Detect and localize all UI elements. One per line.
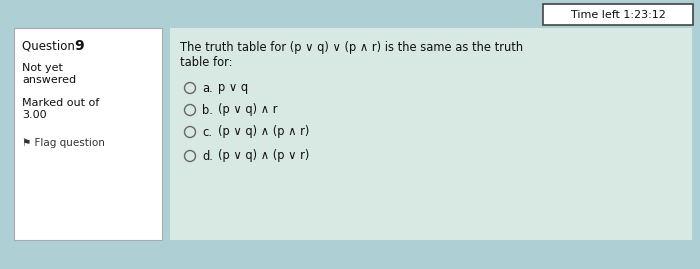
Text: 3.00: 3.00 [22, 110, 47, 120]
Text: Question: Question [22, 40, 78, 52]
FancyBboxPatch shape [170, 28, 692, 240]
Text: (p ∨ q) ∧ (p ∨ r): (p ∨ q) ∧ (p ∨ r) [218, 150, 309, 162]
Text: (p ∨ q) ∧ (p ∧ r): (p ∨ q) ∧ (p ∧ r) [218, 126, 309, 139]
Text: a.: a. [202, 82, 213, 94]
Text: answered: answered [22, 75, 76, 85]
Text: b.: b. [202, 104, 213, 116]
Text: Time left 1:23:12: Time left 1:23:12 [570, 9, 666, 19]
Text: 9: 9 [74, 39, 83, 53]
Text: The truth table for (p ∨ q) ∨ (p ∧ r) is the same as the truth: The truth table for (p ∨ q) ∨ (p ∧ r) is… [180, 41, 523, 55]
FancyBboxPatch shape [543, 4, 693, 25]
Text: d.: d. [202, 150, 213, 162]
Text: Marked out of: Marked out of [22, 98, 99, 108]
Text: table for:: table for: [180, 55, 232, 69]
Text: Not yet: Not yet [22, 63, 63, 73]
FancyBboxPatch shape [14, 28, 162, 240]
Text: (p ∨ q) ∧ r: (p ∨ q) ∧ r [218, 104, 277, 116]
Text: c.: c. [202, 126, 212, 139]
Text: p ∨ q: p ∨ q [218, 82, 248, 94]
Text: ⚑ Flag question: ⚑ Flag question [22, 138, 105, 148]
